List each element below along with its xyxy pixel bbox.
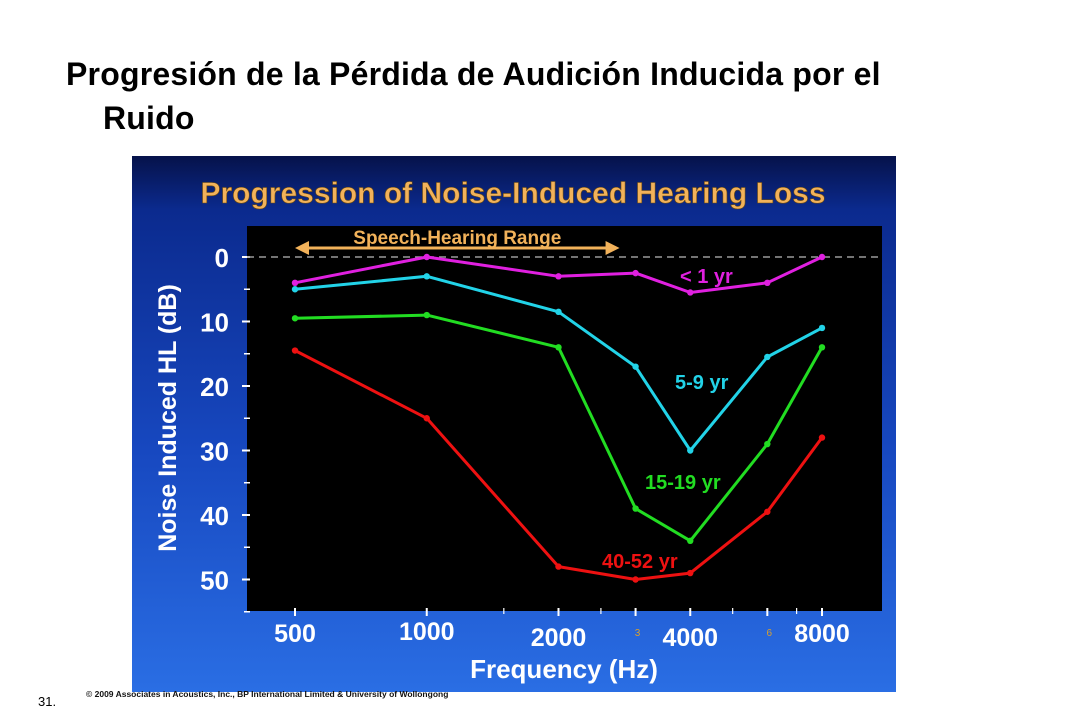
slide-title-line1: Progresión de la Pérdida de Audición Ind…: [66, 56, 881, 92]
axes-group: 0 10 20 30 40 50 500 1000 2000 4000 8000 3 6: [200, 243, 850, 652]
data-point: [291, 347, 299, 354]
slide-title: Progresión de la Pérdida de Audición Ind…: [66, 52, 1026, 140]
x-axis-label: Frequency (Hz): [470, 654, 658, 684]
slide-title-line2: Ruido: [103, 100, 195, 136]
data-point: [291, 315, 299, 322]
x-tick-label: 500: [274, 620, 316, 648]
data-point: [818, 324, 826, 332]
range-arrow-left: [295, 241, 309, 255]
data-point: [687, 537, 694, 544]
series-label: 15-19 yr: [645, 472, 721, 494]
data-point: [555, 273, 562, 280]
series-label: 5-9 yr: [675, 372, 729, 394]
range-label: Speech-Hearing Range: [353, 228, 561, 249]
y-tick-label: 30: [200, 437, 229, 467]
range-arrow-right: [605, 241, 620, 255]
chart-svg: Progression of Noise-Induced Hearing Los…: [154, 177, 882, 684]
data-point: [687, 289, 694, 296]
data-point: [764, 508, 771, 515]
data-point: [818, 434, 826, 441]
data-point: [632, 505, 639, 512]
y-tick-label: 50: [200, 566, 229, 596]
data-point: [632, 576, 639, 583]
data-point: [555, 344, 562, 351]
x-tick-label: 2000: [531, 624, 587, 652]
data-point: [764, 440, 771, 448]
chart-figure: Progression of Noise-Induced Hearing Los…: [132, 156, 896, 692]
series-label: < 1 yr: [680, 266, 733, 288]
data-point: [291, 286, 299, 293]
data-point: [632, 363, 639, 370]
chart-title: Progression of Noise-Induced Hearing Los…: [200, 177, 825, 210]
data-point: [687, 569, 694, 577]
plot-area: [247, 226, 882, 611]
series-label: 40-52 yr: [602, 551, 678, 573]
data-point: [555, 563, 562, 570]
data-point: [423, 273, 430, 280]
x-tick-label: 4000: [662, 624, 718, 652]
x-minor-label: 6: [767, 628, 773, 639]
data-point: [555, 308, 562, 316]
data-point: [423, 311, 430, 319]
data-point: [423, 253, 430, 261]
copyright-notice: © 2009 Associates in Acoustics, Inc., BP…: [86, 689, 449, 699]
x-minor-label: 3: [635, 628, 641, 639]
speech-range-group: Speech-Hearing Range: [295, 228, 620, 255]
slide-number: 31.: [38, 694, 57, 709]
data-point: [818, 253, 826, 261]
y-tick-label: 40: [200, 501, 229, 531]
data-point: [687, 447, 694, 454]
data-point: [423, 415, 430, 422]
y-axis-label: Noise Induced HL (dB): [154, 284, 182, 552]
y-tick-label: 0: [215, 243, 229, 273]
y-tick-label: 10: [200, 308, 229, 338]
series-group: < 1 yr 5-9 yr 15-19 yr 40-52 yr: [291, 253, 826, 583]
data-point: [818, 344, 826, 351]
data-point: [632, 269, 639, 277]
data-point: [764, 353, 771, 361]
y-tick-label: 20: [200, 372, 229, 402]
x-tick-label: 8000: [794, 620, 850, 648]
data-point: [764, 279, 771, 286]
x-tick-label: 1000: [399, 618, 455, 646]
data-point: [291, 279, 299, 286]
